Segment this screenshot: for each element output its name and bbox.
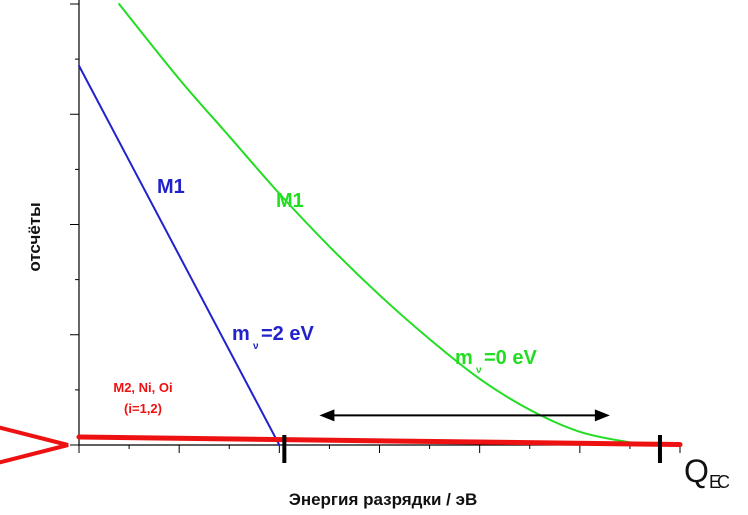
svg-text:m: m: [232, 323, 250, 345]
svg-text:=2 eV: =2 eV: [261, 323, 314, 345]
x-axis-label: Энергия разрядки / эВ: [289, 490, 478, 509]
mass-label-blue: m ν =2 eV: [232, 323, 314, 352]
series-label-blue: M1: [157, 176, 185, 198]
mass-label-green: m ν =0 eV: [455, 347, 537, 376]
series-sublabel-red: (i=1,2): [124, 401, 162, 416]
svg-text:ν: ν: [476, 365, 482, 376]
svg-text:=0 eV: =0 eV: [484, 347, 537, 369]
q-ec-label: Q EC: [684, 453, 734, 492]
series-label-green: M1: [276, 190, 304, 212]
series-line-0: [118, 3, 656, 446]
series-layer: [76, 3, 683, 448]
svg-text:Q: Q: [684, 453, 709, 489]
series-label-red: M2, Ni, Oi: [113, 380, 172, 395]
series-line-1: [78, 64, 281, 446]
annotation-layer: [282, 409, 662, 463]
svg-text:EC: EC: [709, 472, 730, 492]
svg-text:ν: ν: [253, 341, 259, 352]
series-line-2: [76, 434, 683, 448]
left-arrowhead-mark: [0, 425, 69, 465]
y-axis-label: отсчёты: [25, 202, 44, 271]
svg-text:m: m: [455, 347, 473, 369]
double-arrow: [319, 409, 610, 422]
